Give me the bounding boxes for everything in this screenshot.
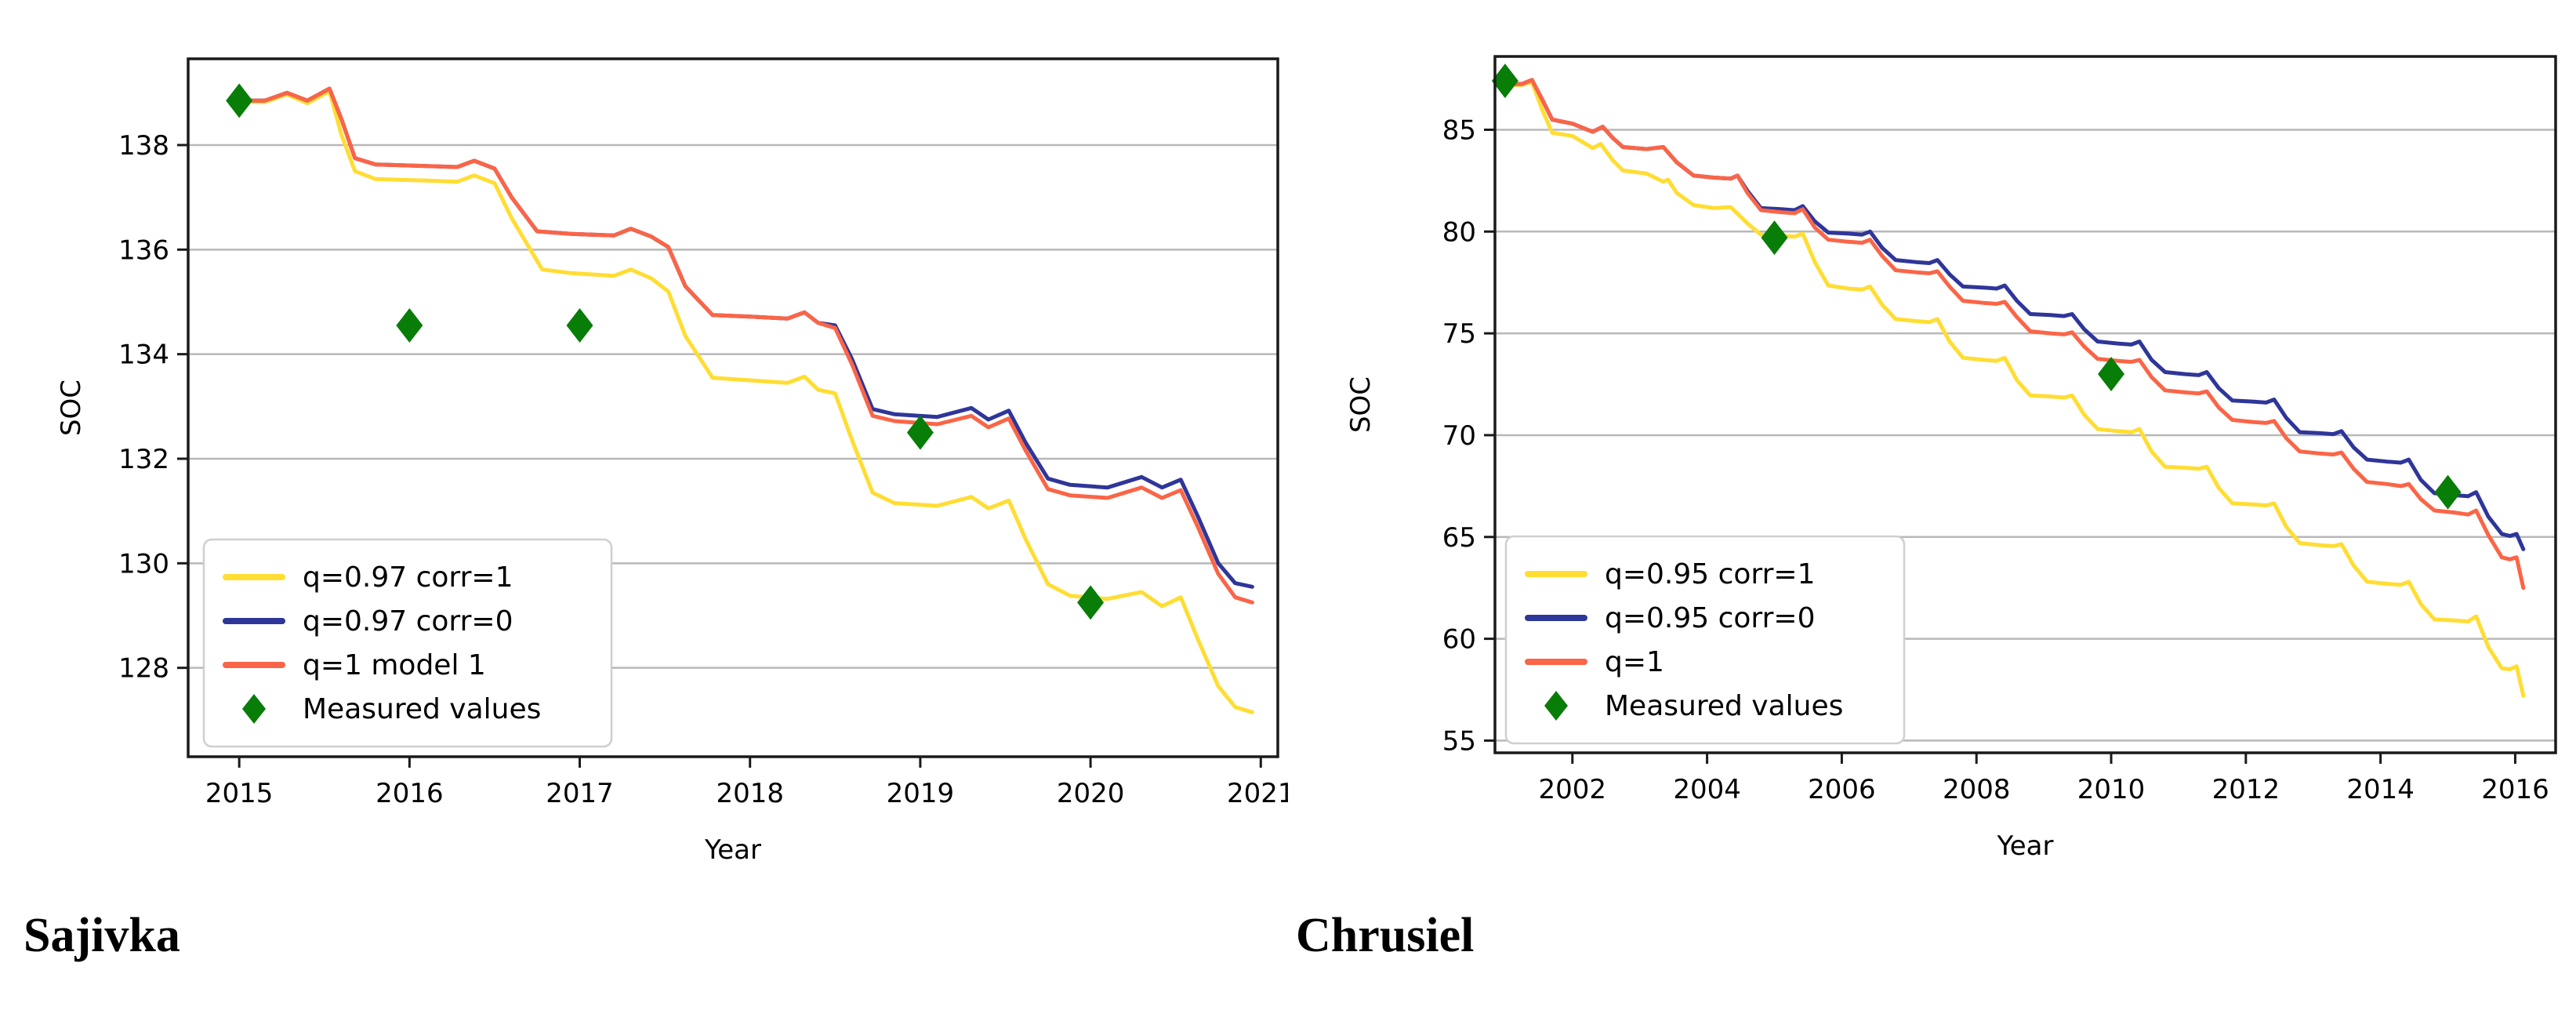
y-tick-label: 130 — [118, 548, 169, 579]
y-tick-label: 55 — [1442, 725, 1476, 757]
series-line-q-1 — [1503, 78, 2526, 590]
y-axis-label: SOC — [1345, 376, 1377, 433]
x-tick-label: 2019 — [887, 778, 955, 809]
legend-label: q=1 model 1 — [303, 649, 486, 681]
x-tick-label: 2006 — [1808, 774, 1876, 805]
legend-label: q=0.95 corr=0 — [1605, 602, 1815, 634]
x-tick-label: 2018 — [716, 778, 784, 809]
y-tick-label: 80 — [1442, 216, 1476, 248]
axes-box — [187, 57, 1279, 758]
measured-point — [1491, 64, 1518, 99]
legend-label: q=0.97 corr=0 — [303, 605, 513, 638]
legend: q=0.95 corr=1 q=0.95 corr=0 q=1 Measured va… — [1504, 535, 1906, 745]
x-tick-label: 2020 — [1057, 778, 1125, 809]
x-axis-label: Year — [1997, 830, 2054, 862]
x-tick-label: 2012 — [2212, 774, 2280, 805]
x-tick-label: 2016 — [2481, 774, 2549, 805]
legend-label: Measured values — [1605, 690, 1843, 722]
y-tick-label: 65 — [1442, 522, 1476, 554]
x-tick-label: 2017 — [546, 778, 614, 809]
soc-chart-sajivka: 128 130 132 134 136 138 2015 2016 2017 2018 2019 20… — [56, 57, 1288, 866]
soc-chart-chrusiel: 55 60 65 70 75 80 85 2002 2004 2006 2008 2010 2012 20… — [1345, 55, 2557, 862]
y-tick-label: 128 — [118, 653, 169, 685]
series-line-q-0.95-corr-1 — [1503, 80, 2526, 698]
series-line-q-1-model-1 — [237, 86, 1254, 605]
panel-title-sajivka: Sajivka — [24, 909, 180, 962]
legend-label: q=0.97 corr=1 — [303, 561, 513, 594]
x-tick-label: 2016 — [376, 778, 444, 809]
legend-swatch-diamond — [1544, 691, 1568, 721]
x-tick-label: 2004 — [1673, 774, 1741, 805]
y-axis-label: SOC — [56, 380, 87, 436]
y-tick-label: 75 — [1442, 318, 1476, 350]
measured-point — [566, 308, 593, 343]
y-tick-label: 136 — [118, 234, 169, 266]
y-tick-label: 134 — [118, 340, 169, 371]
legend-label: q=1 — [1605, 646, 1664, 678]
x-tick-label: 2014 — [2346, 774, 2415, 805]
measured-point — [906, 415, 934, 450]
x-tick-label: 2008 — [1943, 774, 2011, 805]
legend-label: q=0.95 corr=1 — [1605, 558, 1815, 590]
measured-point — [226, 83, 253, 118]
y-tick-label: 138 — [118, 130, 169, 162]
y-tick-label: 70 — [1442, 420, 1476, 452]
series-line-q-0.97-corr-1 — [237, 89, 1254, 714]
y-tick-label: 132 — [118, 444, 169, 475]
measured-point — [396, 308, 423, 343]
legend-box — [1504, 535, 1906, 745]
x-tick-label: 2010 — [2077, 774, 2146, 805]
x-tick-label: 2002 — [1539, 774, 1607, 805]
legend: q=0.97 corr=1 q=0.97 corr=0 q=1 model 1 Mea… — [202, 538, 613, 748]
measured-point — [1761, 220, 1788, 256]
measured-point — [2434, 474, 2462, 510]
legend-box — [202, 538, 613, 748]
legend-label: Measured values — [303, 693, 541, 725]
figure-panel-chrusiel: 55 60 65 70 75 80 85 2002 2004 2006 2008 2010 2012 20… — [1288, 0, 2576, 1010]
legend-swatch-diamond — [242, 694, 266, 724]
y-tick-label: 85 — [1442, 114, 1476, 146]
x-tick-label: 2021 — [1227, 778, 1288, 809]
y-tick-label: 60 — [1442, 624, 1476, 656]
x-tick-label: 2015 — [205, 778, 274, 809]
figure-panel-sajivka: 128 130 132 134 136 138 2015 2016 2017 2018 2019 20… — [24, 57, 1288, 962]
axes-box — [1493, 55, 2557, 754]
panel-title-chrusiel: Chrusiel — [1296, 909, 1475, 962]
measured-point — [2098, 357, 2125, 392]
x-axis-label: Year — [704, 834, 761, 866]
measured-point — [1077, 585, 1105, 620]
